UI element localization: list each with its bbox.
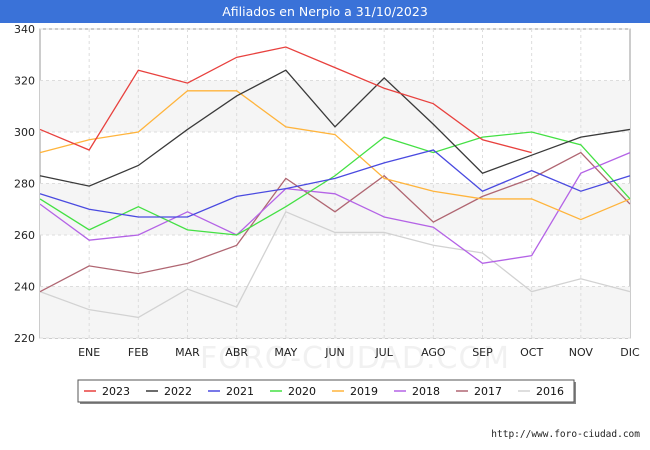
- chart-title: Afiliados en Nerpio a 31/10/2023: [0, 0, 650, 23]
- y-tick-label: 320: [14, 75, 35, 88]
- x-tick-label: AGO: [421, 346, 446, 359]
- series-line-2022: [39, 69, 631, 187]
- y-axis-ticks: 220 240 260 280 300 320 340: [14, 23, 35, 345]
- legend-label-2021: 2021: [226, 385, 254, 398]
- x-tick-label: MAY: [274, 346, 297, 359]
- x-axis-ticks: ENE FEB MAR ABR MAY JUN JUL AGO SEP OCT NOV DIC: [78, 346, 640, 359]
- series-line-2020: [39, 131, 631, 236]
- legend: 2023 2022 2021 2020 2019 2018 2017 2016: [77, 379, 576, 404]
- legend-label-2020: 2020: [288, 385, 316, 398]
- legend-box: [77, 379, 575, 403]
- y-tick-label: 260: [14, 229, 35, 242]
- x-tick-label: DIC: [620, 346, 640, 359]
- x-tick-label: FEB: [128, 346, 149, 359]
- watermark: FORO-CIUDAD.COM: [200, 341, 510, 376]
- x-tick-label: ENE: [78, 346, 100, 359]
- y-tick-label: 300: [14, 126, 35, 139]
- x-tick-label: SEP: [472, 346, 493, 359]
- y-tick-label: 280: [14, 178, 35, 191]
- x-tick-label: OCT: [520, 346, 543, 359]
- x-tick-label: JUL: [374, 346, 393, 359]
- series-lines: [39, 46, 631, 319]
- series-line-2023: [39, 46, 532, 154]
- legend-label-2018: 2018: [412, 385, 440, 398]
- plot-band: [40, 80, 630, 132]
- series-line-2021: [39, 149, 631, 218]
- legend-label-2019: 2019: [350, 385, 378, 398]
- legend-label-2023: 2023: [102, 385, 130, 398]
- y-tick-label: 340: [14, 23, 35, 36]
- x-tick-label: MAR: [175, 346, 200, 359]
- x-tick-label: NOV: [569, 346, 594, 359]
- source-url: http://www.foro-ciudad.com: [491, 429, 640, 440]
- series-line-2017: [39, 151, 631, 293]
- x-tick-label: JUN: [324, 346, 345, 359]
- y-tick-label: 220: [14, 332, 35, 345]
- series-line-2018: [39, 152, 631, 265]
- series-line-2019: [39, 90, 631, 221]
- legend-label-2022: 2022: [164, 385, 192, 398]
- series-line-2016: [39, 210, 631, 319]
- x-tick-label: ABR: [225, 346, 248, 359]
- y-tick-label: 240: [14, 281, 35, 294]
- legend-label-2016: 2016: [536, 385, 564, 398]
- legend-label-2017: 2017: [474, 385, 502, 398]
